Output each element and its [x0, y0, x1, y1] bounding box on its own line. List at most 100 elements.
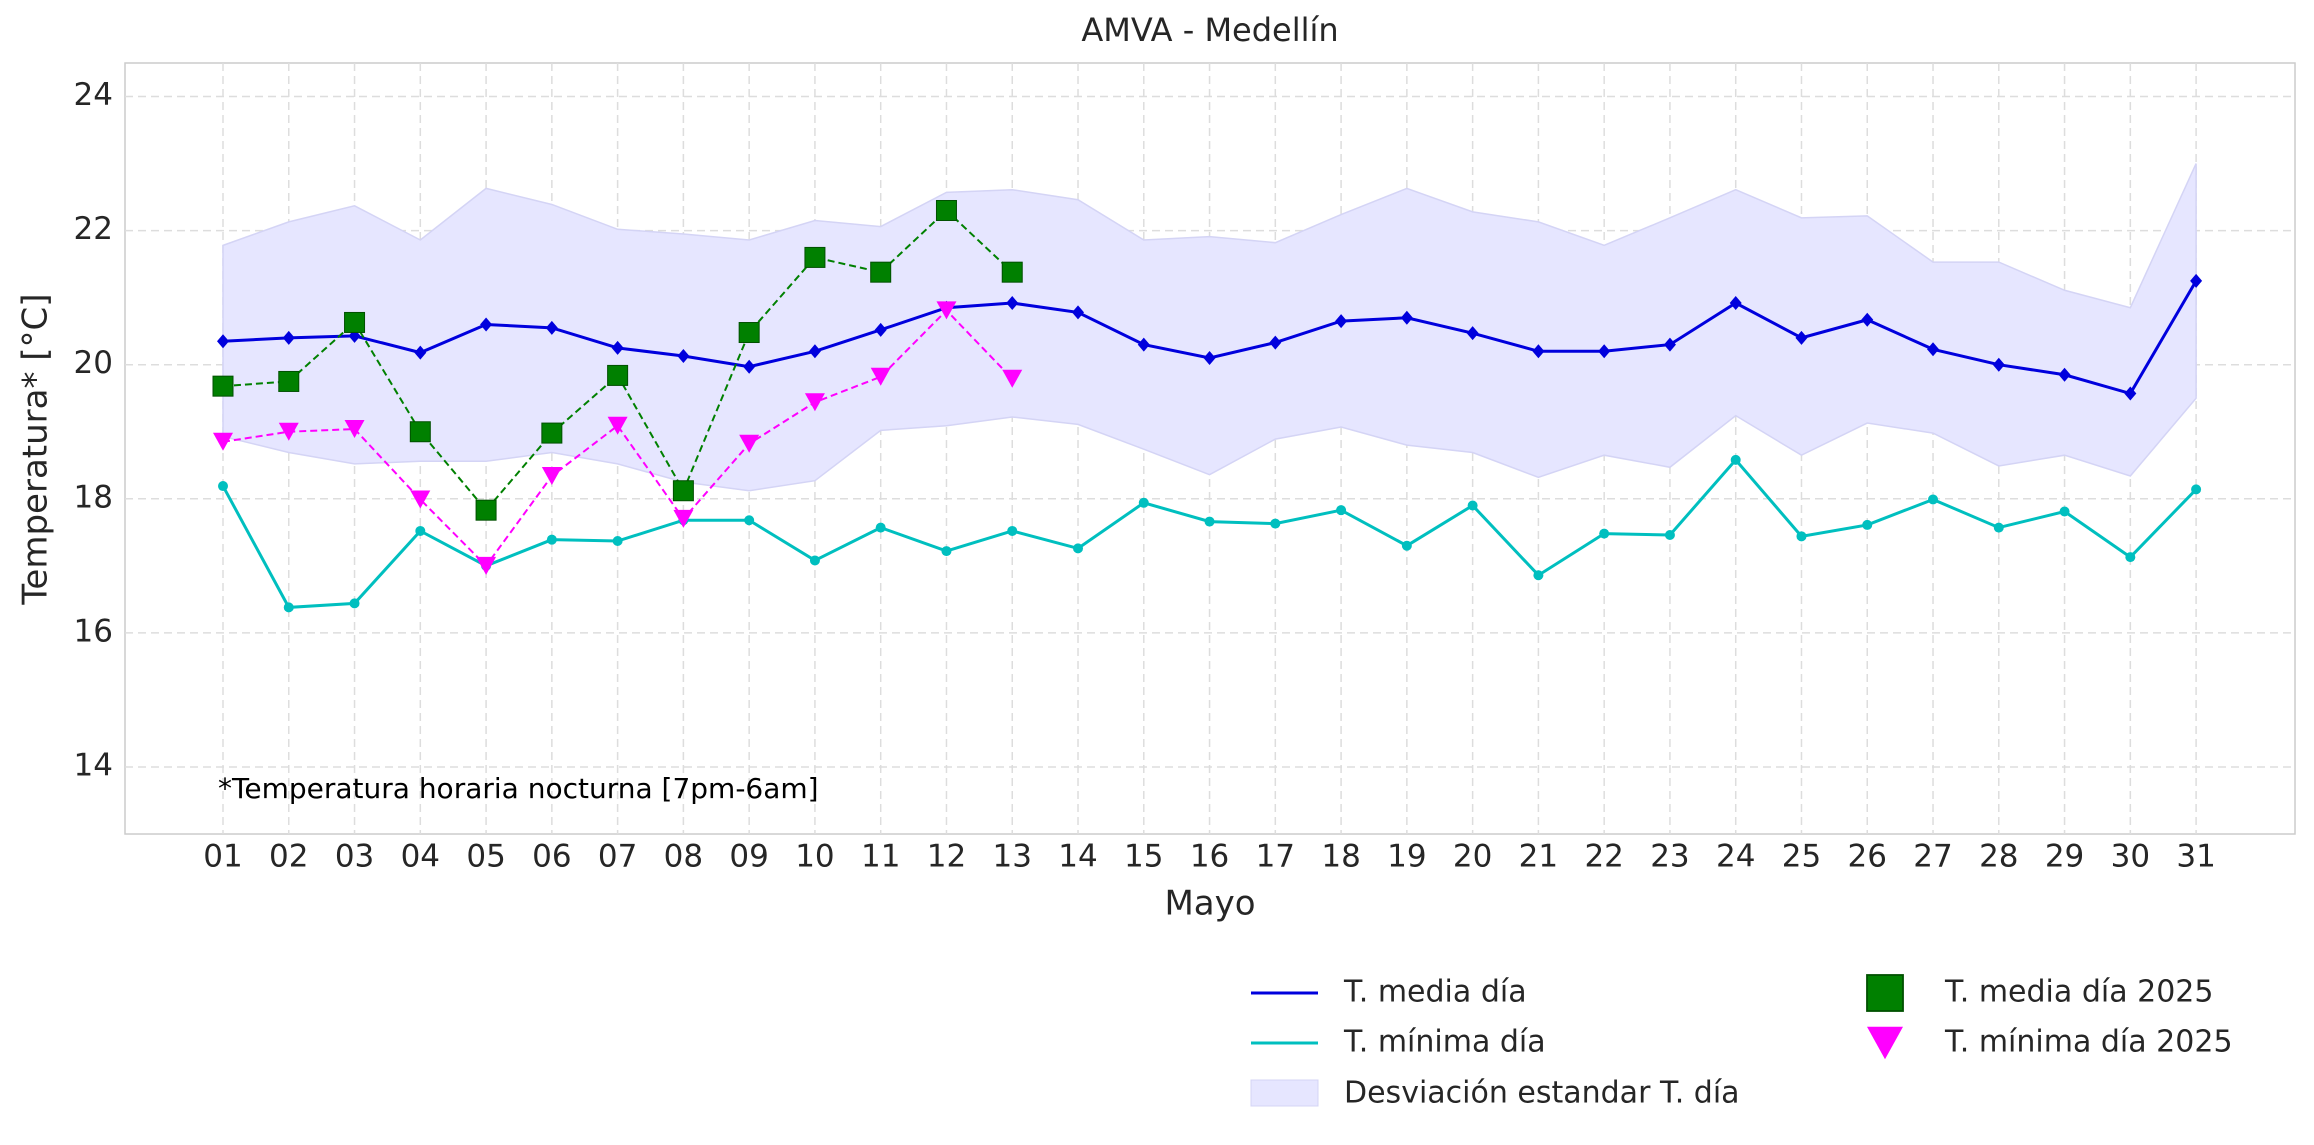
point: [1867, 1026, 1903, 1060]
point: [677, 348, 690, 363]
legend-label: T. mínima día 2025: [1944, 1025, 2233, 1060]
point: [1466, 326, 1479, 341]
x-tick-label: 07: [598, 839, 637, 875]
point: [804, 246, 826, 268]
point: [870, 367, 891, 386]
point: [344, 420, 365, 439]
point: [1072, 305, 1085, 320]
point: [1599, 528, 1610, 539]
point: [278, 370, 300, 392]
x-tick-label: 28: [1979, 839, 2018, 875]
x-tick-label: 17: [1256, 839, 1295, 875]
point: [941, 546, 952, 557]
point: [1203, 350, 1216, 365]
x-tick-label: 24: [1716, 839, 1755, 875]
x-tick-label: 15: [1124, 839, 1163, 875]
y-tick-label: 16: [74, 613, 113, 649]
point: [1138, 497, 1149, 508]
point: [1269, 335, 1282, 350]
x-tick-label: 16: [1190, 839, 1229, 875]
point: [809, 555, 820, 566]
point: [1795, 330, 1808, 345]
point: [1598, 344, 1611, 359]
point: [744, 515, 755, 526]
point: [2124, 386, 2137, 401]
y-tick-label: 24: [74, 77, 113, 113]
legend-swatch: [1250, 1079, 1319, 1107]
point: [1927, 342, 1940, 357]
point: [2125, 552, 2136, 563]
point: [1796, 531, 1807, 542]
point: [1335, 314, 1348, 329]
point: [283, 602, 294, 613]
point: [2058, 367, 2071, 382]
point: [282, 330, 295, 345]
point: [1270, 518, 1281, 529]
point: [1467, 500, 1478, 511]
point: [935, 199, 957, 221]
point: [607, 364, 629, 386]
point: [1400, 310, 1413, 325]
point: [218, 481, 228, 492]
point: [1992, 357, 2005, 372]
point: [546, 534, 557, 545]
x-tick-label: 25: [1782, 839, 1821, 875]
legend-label: T. mínima día: [1343, 1025, 1546, 1060]
point: [1006, 296, 1019, 311]
x-tick-label: 30: [2111, 839, 2150, 875]
point: [738, 322, 760, 344]
x-tick-label: 13: [993, 839, 1032, 875]
x-tick-label: 14: [1058, 839, 1097, 875]
x-tick-label: 21: [1519, 839, 1558, 875]
x-tick-label: 29: [2045, 839, 2084, 875]
y-tick-label: 20: [74, 345, 113, 381]
x-tick-label: 04: [401, 839, 440, 875]
point: [212, 375, 234, 397]
point: [344, 311, 366, 333]
point: [1730, 454, 1741, 465]
point: [1861, 312, 1874, 327]
point: [2191, 484, 2202, 495]
point: [808, 344, 821, 359]
chart-title: AMVA - Medellín: [1081, 11, 1338, 49]
point: [2190, 273, 2203, 288]
point: [475, 499, 497, 521]
point: [1073, 543, 1084, 554]
x-tick-label: 05: [466, 839, 505, 875]
point: [2059, 506, 2070, 517]
legend-swatch: [1866, 974, 1904, 1012]
point: [1401, 540, 1412, 551]
x-tick-label: 02: [269, 839, 308, 875]
legend-swatch: [1867, 1026, 1903, 1060]
point: [349, 598, 360, 609]
x-tick-label: 06: [532, 839, 571, 875]
point: [410, 490, 431, 509]
x-tick-label: 08: [664, 839, 703, 875]
x-tick-label: 03: [335, 839, 374, 875]
point: [1862, 519, 1873, 530]
x-tick-label: 09: [729, 839, 768, 875]
y-axis-label: Temperatura* [°C]: [16, 293, 56, 605]
legend-label: T. media día 2025: [1944, 975, 2213, 1010]
y-tick-label: 18: [74, 479, 113, 515]
point: [1729, 296, 1742, 311]
point: [1002, 369, 1023, 388]
point: [545, 320, 558, 335]
point: [875, 522, 886, 533]
legend-label: T. media día: [1343, 975, 1527, 1010]
point: [415, 525, 426, 536]
x-tick-label: 31: [2176, 839, 2215, 875]
point: [739, 434, 760, 453]
x-tick-label: 11: [861, 839, 900, 875]
point: [611, 340, 624, 355]
x-tick-label: 18: [1321, 839, 1360, 875]
annotation: *Temperatura horaria nocturna [7pm-6am]: [218, 772, 819, 805]
point: [607, 416, 628, 435]
x-tick-label: 26: [1848, 839, 1887, 875]
point: [612, 536, 623, 547]
x-tick-label: 20: [1453, 839, 1492, 875]
x-tick-label: 27: [1913, 839, 1952, 875]
point: [1532, 344, 1545, 359]
point: [1007, 525, 1018, 536]
